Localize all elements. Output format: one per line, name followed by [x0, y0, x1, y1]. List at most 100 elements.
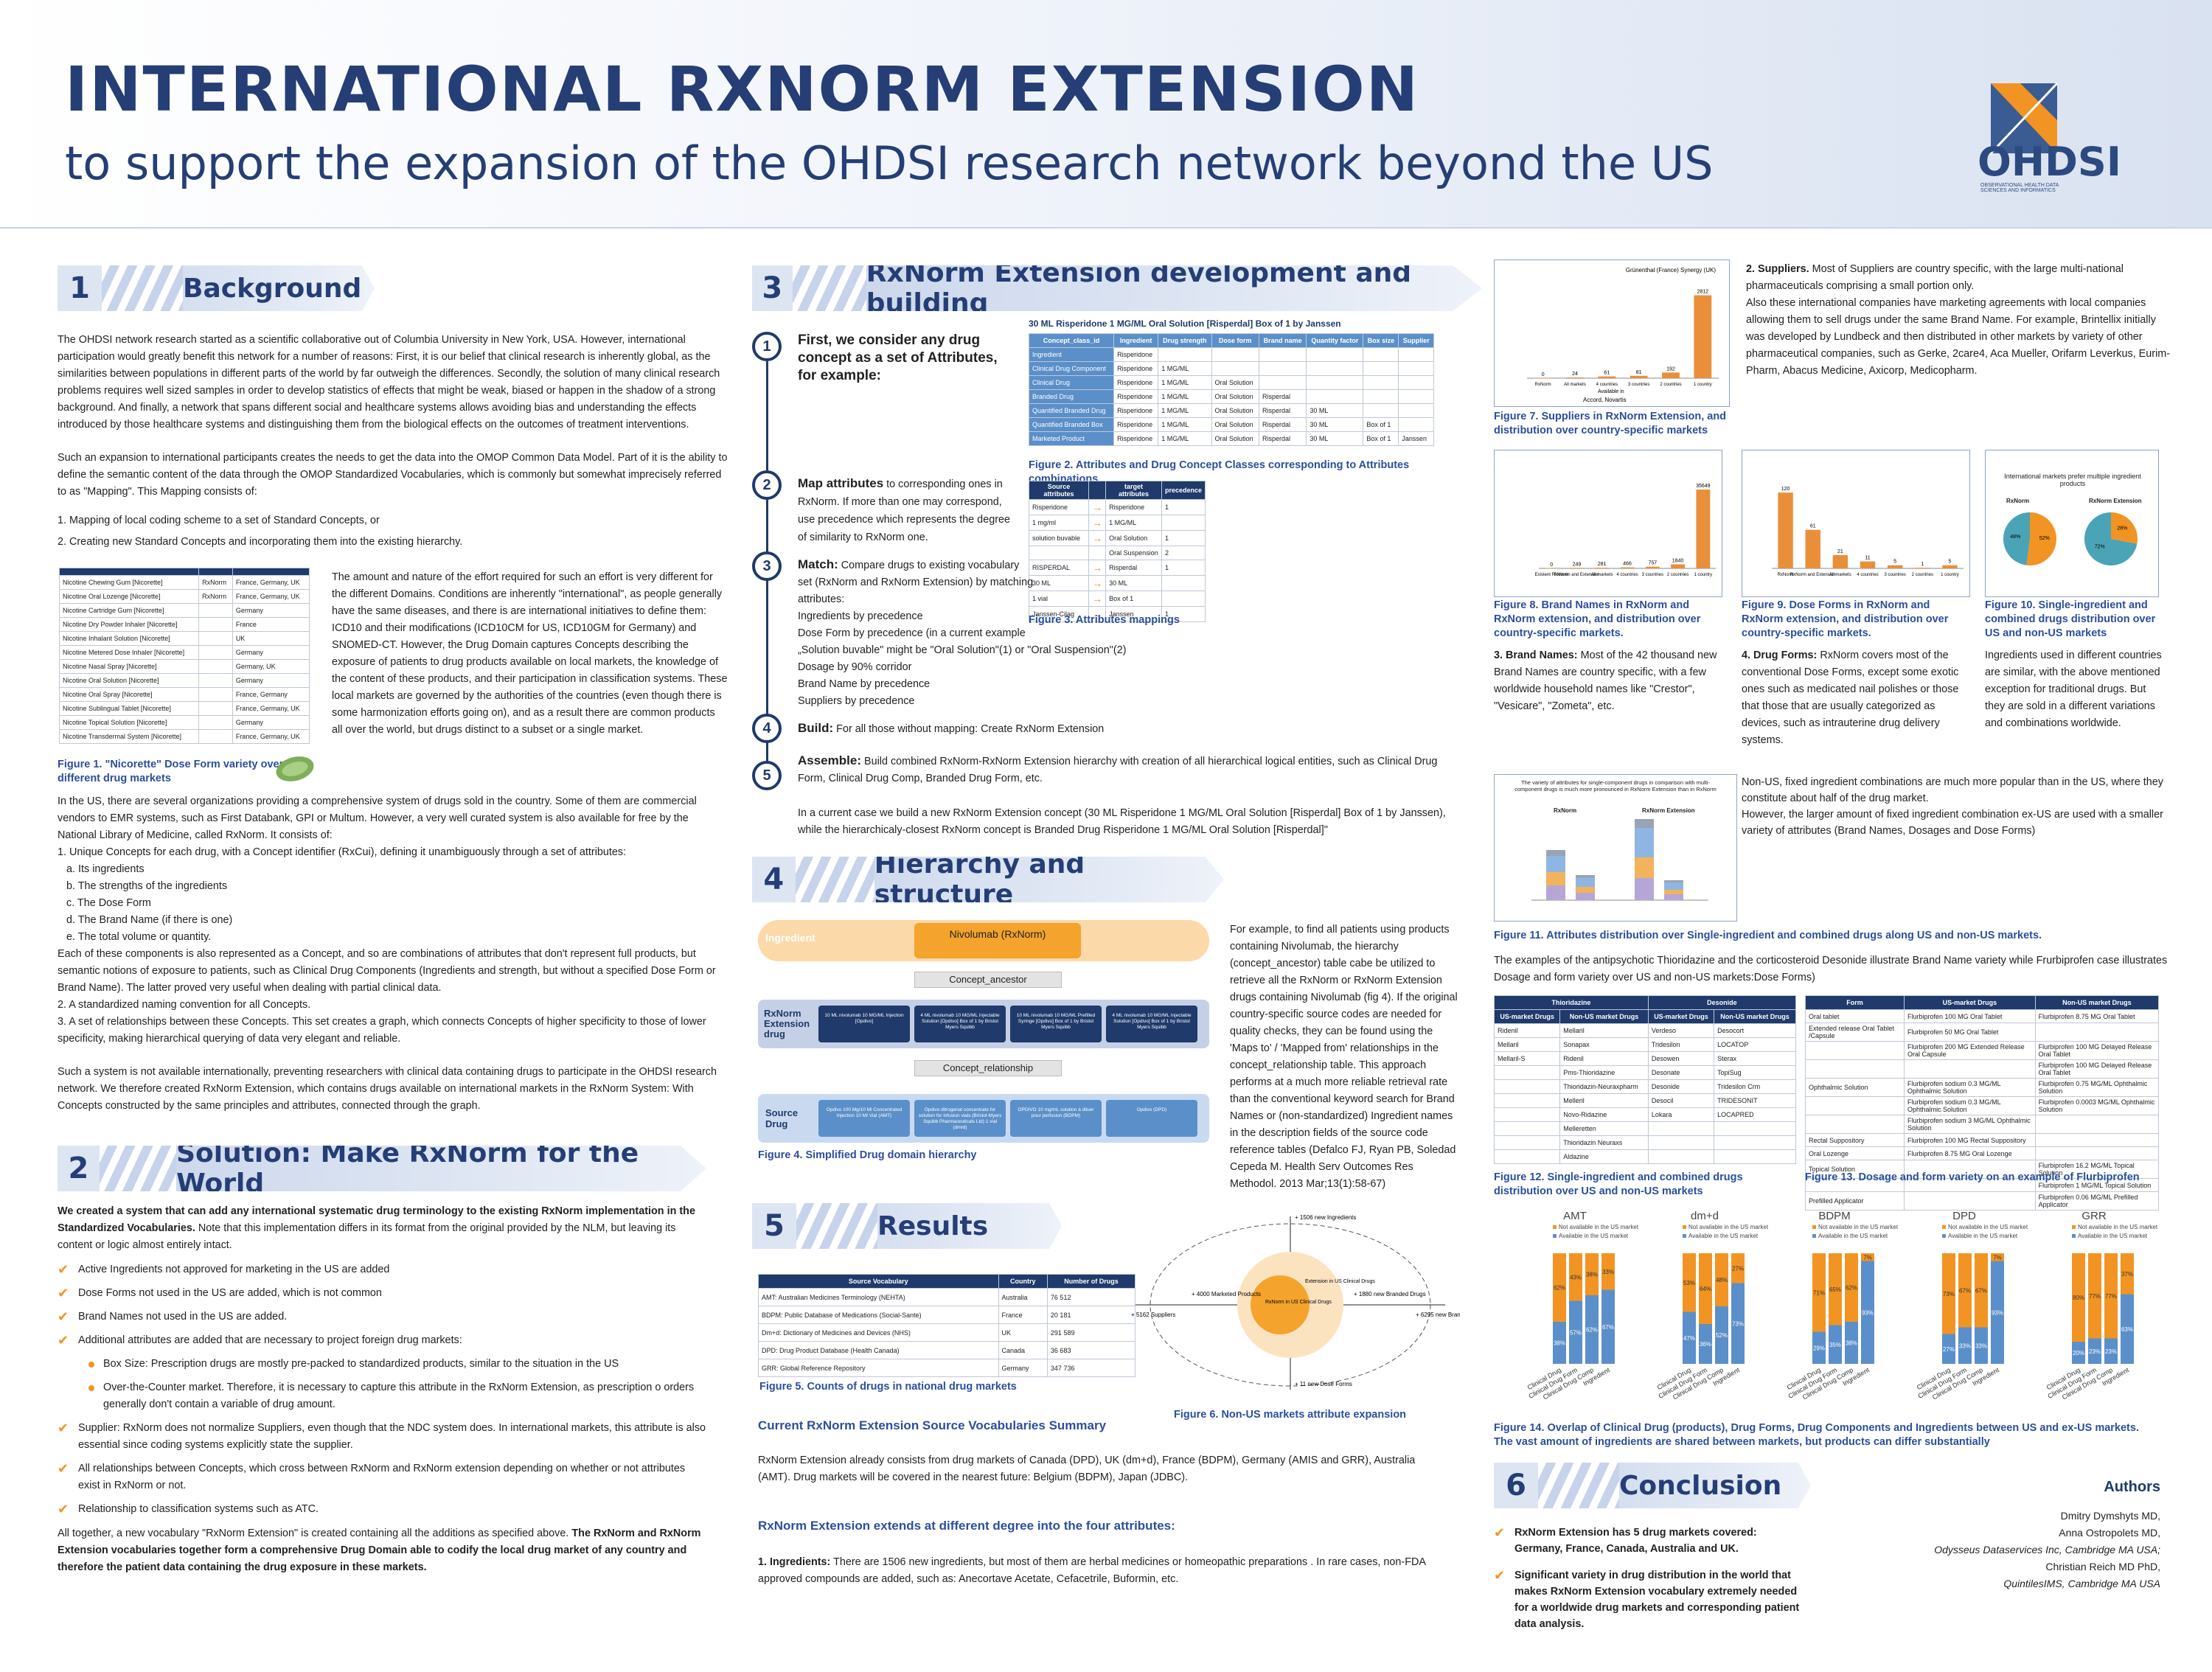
bar-not-available [1585, 1253, 1599, 1295]
solution-text: We created a system that can add any int… [58, 1203, 706, 1588]
solution-item: ✔ Supplier: RxNorm does not normalize Sup… [58, 1420, 706, 1454]
dose-forms-bar-chart: 120 RxNorm 61 RxNorm and Extension 21 All mar… [1772, 487, 1964, 577]
table-row: Nicotine Chewing Gum [Nicorette] RxNorm Fr… [58, 575, 310, 590]
drug-node: 10 ML nivolumab 10 MG/ML Prefilled Syrin… [1010, 1006, 1102, 1042]
bullet-icon [88, 1385, 94, 1391]
table-cell [1714, 1149, 1796, 1164]
legend-label: Available in the US market [1818, 1233, 1888, 1239]
bar-not-available [1715, 1253, 1728, 1306]
table-cell: Oral Solution [1211, 375, 1259, 390]
legend-swatch [1812, 1225, 1816, 1229]
axis-label: Available in [1598, 389, 1624, 394]
bar [1544, 568, 1559, 569]
data-label: 5 [1948, 560, 1951, 565]
bar-not-available [2072, 1253, 2085, 1342]
table-cell: Box of 1 [1363, 417, 1399, 432]
table-cell: Tridesilon Crm [1714, 1079, 1796, 1094]
data-label: 24 [1572, 372, 1578, 377]
bar [1887, 565, 1903, 568]
data-label: 77% [2089, 1293, 2101, 1300]
legend-swatch [2072, 1234, 2076, 1238]
annotation: Accord, Novartis [1583, 397, 1627, 403]
table-cell: Ophthalmic Solution [1804, 1078, 1905, 1097]
mapping-row: Janssen-Cilag → Janssen 1 [1028, 606, 1206, 622]
table-cell: Quantified Branded Drug [1028, 403, 1115, 418]
section-title: RxNorm Extension development and buildin… [866, 258, 1412, 318]
table-header-cell [1088, 481, 1107, 500]
data-label: 7% [1993, 1254, 2002, 1261]
author-line: QuintilesIMS, Cambridge MA USA [2003, 1578, 2160, 1589]
table-cell [198, 701, 233, 716]
table-cell: UK [232, 631, 310, 646]
step-3-text: Match: Compare drugs to existing vocabul… [798, 556, 1127, 710]
attribute-item: b. The strengths of the ingredients [66, 880, 228, 892]
section-background-header: 1 Background [58, 265, 375, 311]
match-line: Brand Name by precedence [798, 678, 931, 690]
legend-swatch [1683, 1225, 1686, 1229]
table-cell: Ridenil [1493, 1023, 1561, 1038]
table-cell: 30 ML [1028, 575, 1090, 591]
table-cell: Thioridazin-Neuraxpharm [1559, 1079, 1649, 1094]
table-row: Nicotine Cartridge Gum [Nicorette] German… [58, 603, 310, 618]
table-header-cell: US-market Drugs [1493, 1009, 1561, 1024]
diagram-label: RxNorm in US Clinical Drugs [1265, 1300, 1332, 1305]
table-cell: Lokara [1647, 1107, 1715, 1122]
table-header-row: Source Vocabulary Country Number of Drugs [758, 1274, 1136, 1289]
table-header-row: Concept_class_id Ingredient Drug strength D… [1028, 333, 1434, 348]
data-label: 71% [1813, 1289, 1825, 1296]
data-label: 7% [1863, 1254, 1872, 1261]
ingredient-label: Ingredient [765, 932, 815, 944]
step-3-title: Match: [798, 557, 838, 571]
table-cell [1493, 1121, 1561, 1136]
diagram-label: Extension in US Clinical Drugs [1305, 1279, 1375, 1284]
slice-label: 72% [2095, 545, 2105, 550]
bar-available [1731, 1283, 1745, 1364]
diagram-label: + 1506 new Ingredients [1295, 1214, 1356, 1221]
figure14-caption-line1: Figure 14. Overlap of Clinical Drug (pro… [1494, 1422, 2139, 1434]
step-1-circle: 1 [752, 332, 782, 361]
solution-item: ✔ Additional attributes are added that ar… [58, 1332, 706, 1349]
rxnorm-paragraph: In the US, there are several organizatio… [58, 795, 697, 841]
list-text: Over-the-Counter market. Therefore, it i… [103, 1382, 695, 1410]
step-5-title: Assemble: [798, 753, 861, 767]
table-header-cell: Source Vocabulary [758, 1274, 999, 1289]
market-overlap-chart: AMT Not available in the US market Availab… [1526, 1210, 2158, 1401]
flurbiprofen-table: Form US-market Drugs Non-US market Drugs Or… [1804, 995, 2160, 1211]
conclusion-list: ✔ RxNorm Extension has 5 drug markets cov… [1494, 1525, 1804, 1643]
table-cell [1028, 546, 1090, 560]
section-conclusion-header: 6 Conclusion [1494, 1463, 1811, 1508]
group-header-row: Thioridazine Desonide [1494, 995, 1797, 1010]
data-label: 38% [1846, 1340, 1857, 1347]
mapping-item: 1. Mapping of local coding scheme to a s… [58, 515, 380, 526]
table-cell [1714, 1121, 1796, 1136]
bar [1645, 566, 1660, 568]
figure11-chart-box: The variety of attributes for single-com… [1494, 774, 1737, 922]
mapping-table: Source attributes target attributes preced… [1028, 481, 1206, 622]
legend-label: Not available in the US market [1688, 1224, 1769, 1230]
table-cell: Australia [998, 1288, 1048, 1306]
table-cell [198, 715, 233, 730]
data-label: 81 [1636, 370, 1642, 375]
extension-label: RxNorm Extension drug [764, 1008, 810, 1039]
table-cell: Nicotine Transdermal System [Nicorette] [58, 729, 200, 744]
brand-row: Thioridazin-Neuraxpharm Desonide Tridesilo… [1493, 1079, 1796, 1094]
drug-node: Opdivo (DPD) [1106, 1100, 1197, 1137]
data-label: 1840 [1672, 558, 1684, 563]
data-label: 5 [1893, 560, 1896, 565]
tick-label: RxNorm and Extension [1554, 573, 1600, 577]
rxnorm-intro-text: In the US, there are several organizatio… [58, 793, 728, 1115]
data-label: 33% [1975, 1342, 1987, 1349]
solution-intro: Note that this implementation differs in… [58, 1222, 676, 1251]
table-cell [1211, 347, 1259, 362]
diagram-label: + 1880 new Branded Drugs [1354, 1291, 1426, 1297]
bar-not-available [1683, 1253, 1696, 1312]
tick-label: RxNorm [1778, 573, 1794, 577]
table-cell [1647, 1149, 1715, 1164]
data-label: 20% [2073, 1350, 2084, 1356]
checkmark-icon: ✔ [58, 1286, 69, 1300]
solution-item: ✔ Active Ingredients not approved for mar… [58, 1261, 706, 1278]
data-label: 29% [1813, 1345, 1825, 1351]
pie-slice [2084, 512, 2138, 565]
table-cell [1398, 375, 1434, 390]
bar-not-available [2104, 1253, 2118, 1339]
